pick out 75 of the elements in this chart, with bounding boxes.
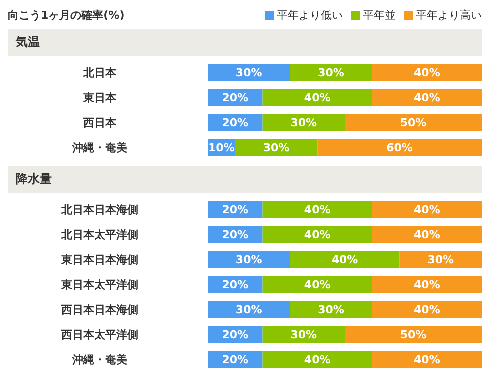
bar [262,326,345,343]
data-label: 40% [414,66,440,80]
data-label: 40% [414,278,440,292]
y-tick-label: 西日本日本海側 [60,304,138,316]
data-label: 20% [222,228,249,242]
data-label: 30% [236,303,262,316]
data-label: 20% [222,328,249,342]
data-label: 40% [414,353,440,366]
data-label: 40% [414,91,440,104]
bar [290,64,372,81]
bar [345,326,482,343]
bar [400,251,482,268]
y-tick-label: 北日本 [82,66,118,80]
data-label: 40% [332,253,358,266]
data-label: 20% [222,353,249,366]
y-tick-label: 沖縄・奄美 [72,354,128,366]
bar [372,351,482,368]
bar [208,251,290,268]
data-label: 30% [290,328,318,342]
bar [262,201,372,218]
text: 向こう1ヶ月の確率(%) [8,8,125,23]
y-tick-label: 東日本太平洋側 [60,278,138,292]
y-tick-label: 北日本太平洋側 [60,228,138,242]
data-label: 20% [222,203,249,216]
data-label: 40% [304,228,331,242]
bar [290,251,400,268]
data-label: 30% [263,141,290,154]
bar [208,64,290,81]
data-label: 40% [304,353,331,366]
data-label: 60% [386,141,413,154]
data-label: 40% [414,303,440,316]
bar [318,139,482,156]
bar [262,351,372,368]
bar [345,114,482,131]
bar [208,301,290,318]
data-label: 30% [318,303,344,316]
bar [372,226,482,243]
data-label: 40% [304,278,331,292]
bar [290,301,372,318]
legend-label: 平年より低い [277,8,343,23]
legend-label: 平年より高い [416,8,482,23]
bar [262,89,372,106]
data-label: 30% [290,116,318,130]
data-label: 40% [414,203,440,216]
bar [262,276,372,293]
bar [372,301,482,318]
y-tick-label: 東日本日本海側 [60,254,138,266]
bar [372,276,482,293]
bar [372,201,482,218]
data-label: 30% [318,66,344,80]
data-label: 40% [304,91,331,104]
data-label: 40% [304,203,331,216]
data-label: 20% [222,278,249,292]
bar [372,64,482,81]
text: 気温 [8,29,482,56]
data-label: 30% [236,66,262,80]
y-tick-label: 西日本太平洋側 [60,328,138,342]
data-label: 30% [236,253,262,266]
bar [262,226,372,243]
y-tick-label: 北日本日本海側 [60,204,138,216]
data-label: 10% [208,141,235,154]
data-label: 20% [222,91,249,104]
data-label: 20% [222,116,249,130]
data-label: 50% [400,116,427,130]
legend-label: 平年並 [363,8,396,23]
data-label: 30% [428,253,454,266]
data-label: 50% [400,328,427,342]
text: 降水量 [8,166,482,193]
y-tick-label: 東日本 [82,92,118,104]
y-tick-label: 沖縄・奄美 [72,142,128,154]
data-label: 40% [414,228,440,242]
bar [262,114,345,131]
bar [372,89,482,106]
bar [235,139,318,156]
y-tick-label: 西日本 [82,116,118,130]
